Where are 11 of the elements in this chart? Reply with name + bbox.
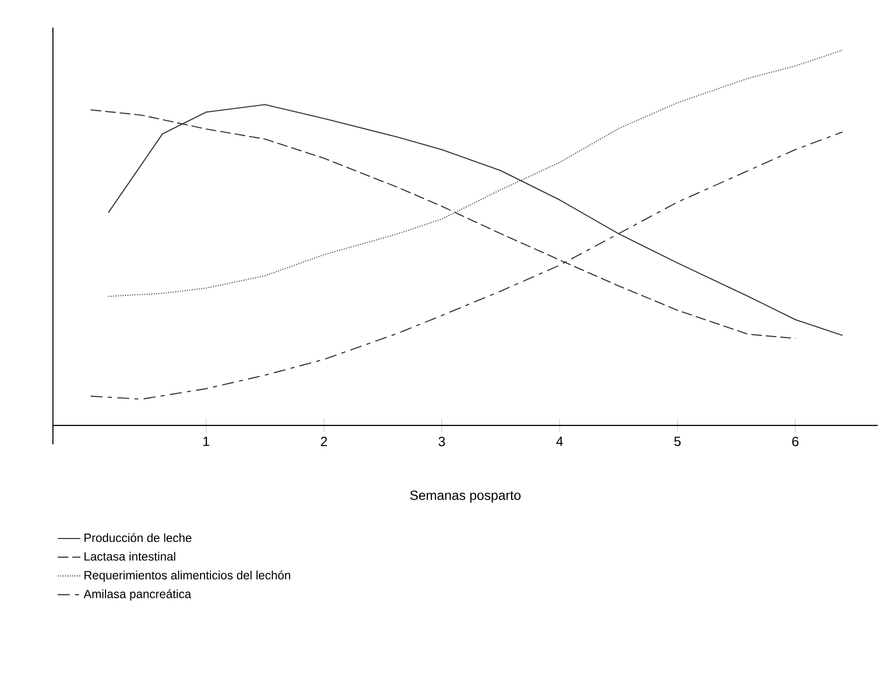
legend-label: Lactasa intestinal bbox=[84, 552, 176, 561]
x-tick-label: 5 bbox=[674, 436, 681, 446]
x-tick-label: 2 bbox=[320, 436, 327, 446]
legend-label: Requerimientos alimenticios del lechón bbox=[84, 570, 290, 582]
x-tick-label: 1 bbox=[203, 436, 210, 446]
x-axis-title: Semanas posparto bbox=[410, 490, 521, 503]
legend-label: Amilasa pancreática bbox=[84, 589, 192, 600]
x-tick-label: 6 bbox=[792, 436, 798, 446]
legend-label: Producción de leche bbox=[84, 533, 192, 542]
x-tick-label: 4 bbox=[556, 436, 563, 446]
x-tick-label: 3 bbox=[438, 436, 445, 446]
